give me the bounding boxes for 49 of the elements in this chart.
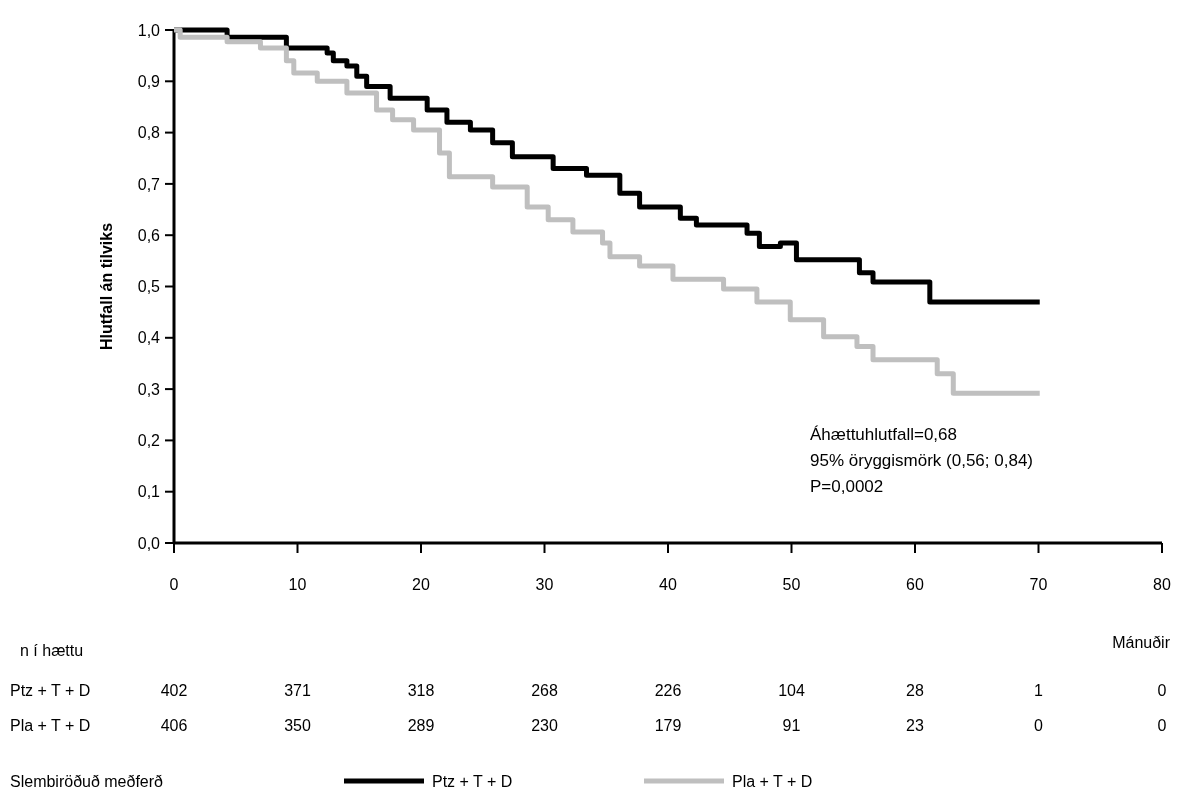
text: n í hættu [20,642,84,659]
y-tick-label: 0,7 [137,175,161,193]
text: Ptz + T + D [10,682,91,699]
text: 402 [160,682,188,699]
legend-label: Pla + T + D [732,773,813,790]
text: 0 [1034,717,1044,734]
legend-title: Slembiröðuð meðferð [10,773,164,790]
text: 268 [531,682,558,699]
y-tick-label: 0,9 [137,72,161,90]
text: 104 [778,682,805,699]
text: 179 [654,717,682,734]
text: 230 [531,717,558,734]
annotation: Áhættuhlutfall=0,68 [810,425,957,445]
text: 350 [284,717,311,734]
x-tick-label: 80 [1153,576,1171,593]
y-tick-label: 1,0 [137,21,161,39]
x-tick-label: 20 [412,576,430,593]
x-tick-label: 40 [659,576,677,593]
text: 406 [160,717,188,734]
text: 1 [1034,682,1044,699]
text: 91 [782,717,801,734]
text: 0 [1157,717,1167,734]
y-tick-label: 0,6 [137,226,161,244]
text: 23 [906,717,924,734]
y-tick-label: 0,1 [137,483,161,501]
y-tick-label: 0,2 [137,432,161,449]
x-tick-label: 30 [535,576,554,593]
x-tick-label: 60 [906,576,924,593]
y-tick-label: 0,4 [137,329,161,347]
legend-label: Ptz + T + D [432,773,513,790]
x-axis-title: Mánuðir [1112,634,1171,651]
annotation: P=0,0002 [810,477,884,497]
y-axis-title: Hlutfall án tilviks [98,222,115,351]
text: 0 [1157,682,1167,699]
x-tick-label: 10 [288,576,307,593]
annotation: 95% öryggismörk (0,56; 0,84) [810,451,1034,471]
text: 226 [654,682,682,699]
text: 371 [284,682,311,699]
x-tick-label: 70 [1029,576,1048,593]
text: Pla + T + D [10,717,91,734]
x-tick-label: 0 [169,576,179,593]
text: 289 [407,717,435,734]
y-tick-label: 0,8 [137,124,161,142]
text: 318 [407,682,435,699]
y-tick-label: 0,0 [137,534,161,552]
y-tick-label: 0,5 [137,278,161,296]
y-tick-label: 0,3 [137,380,161,398]
x-tick-label: 50 [782,576,801,593]
text: 28 [906,682,924,699]
